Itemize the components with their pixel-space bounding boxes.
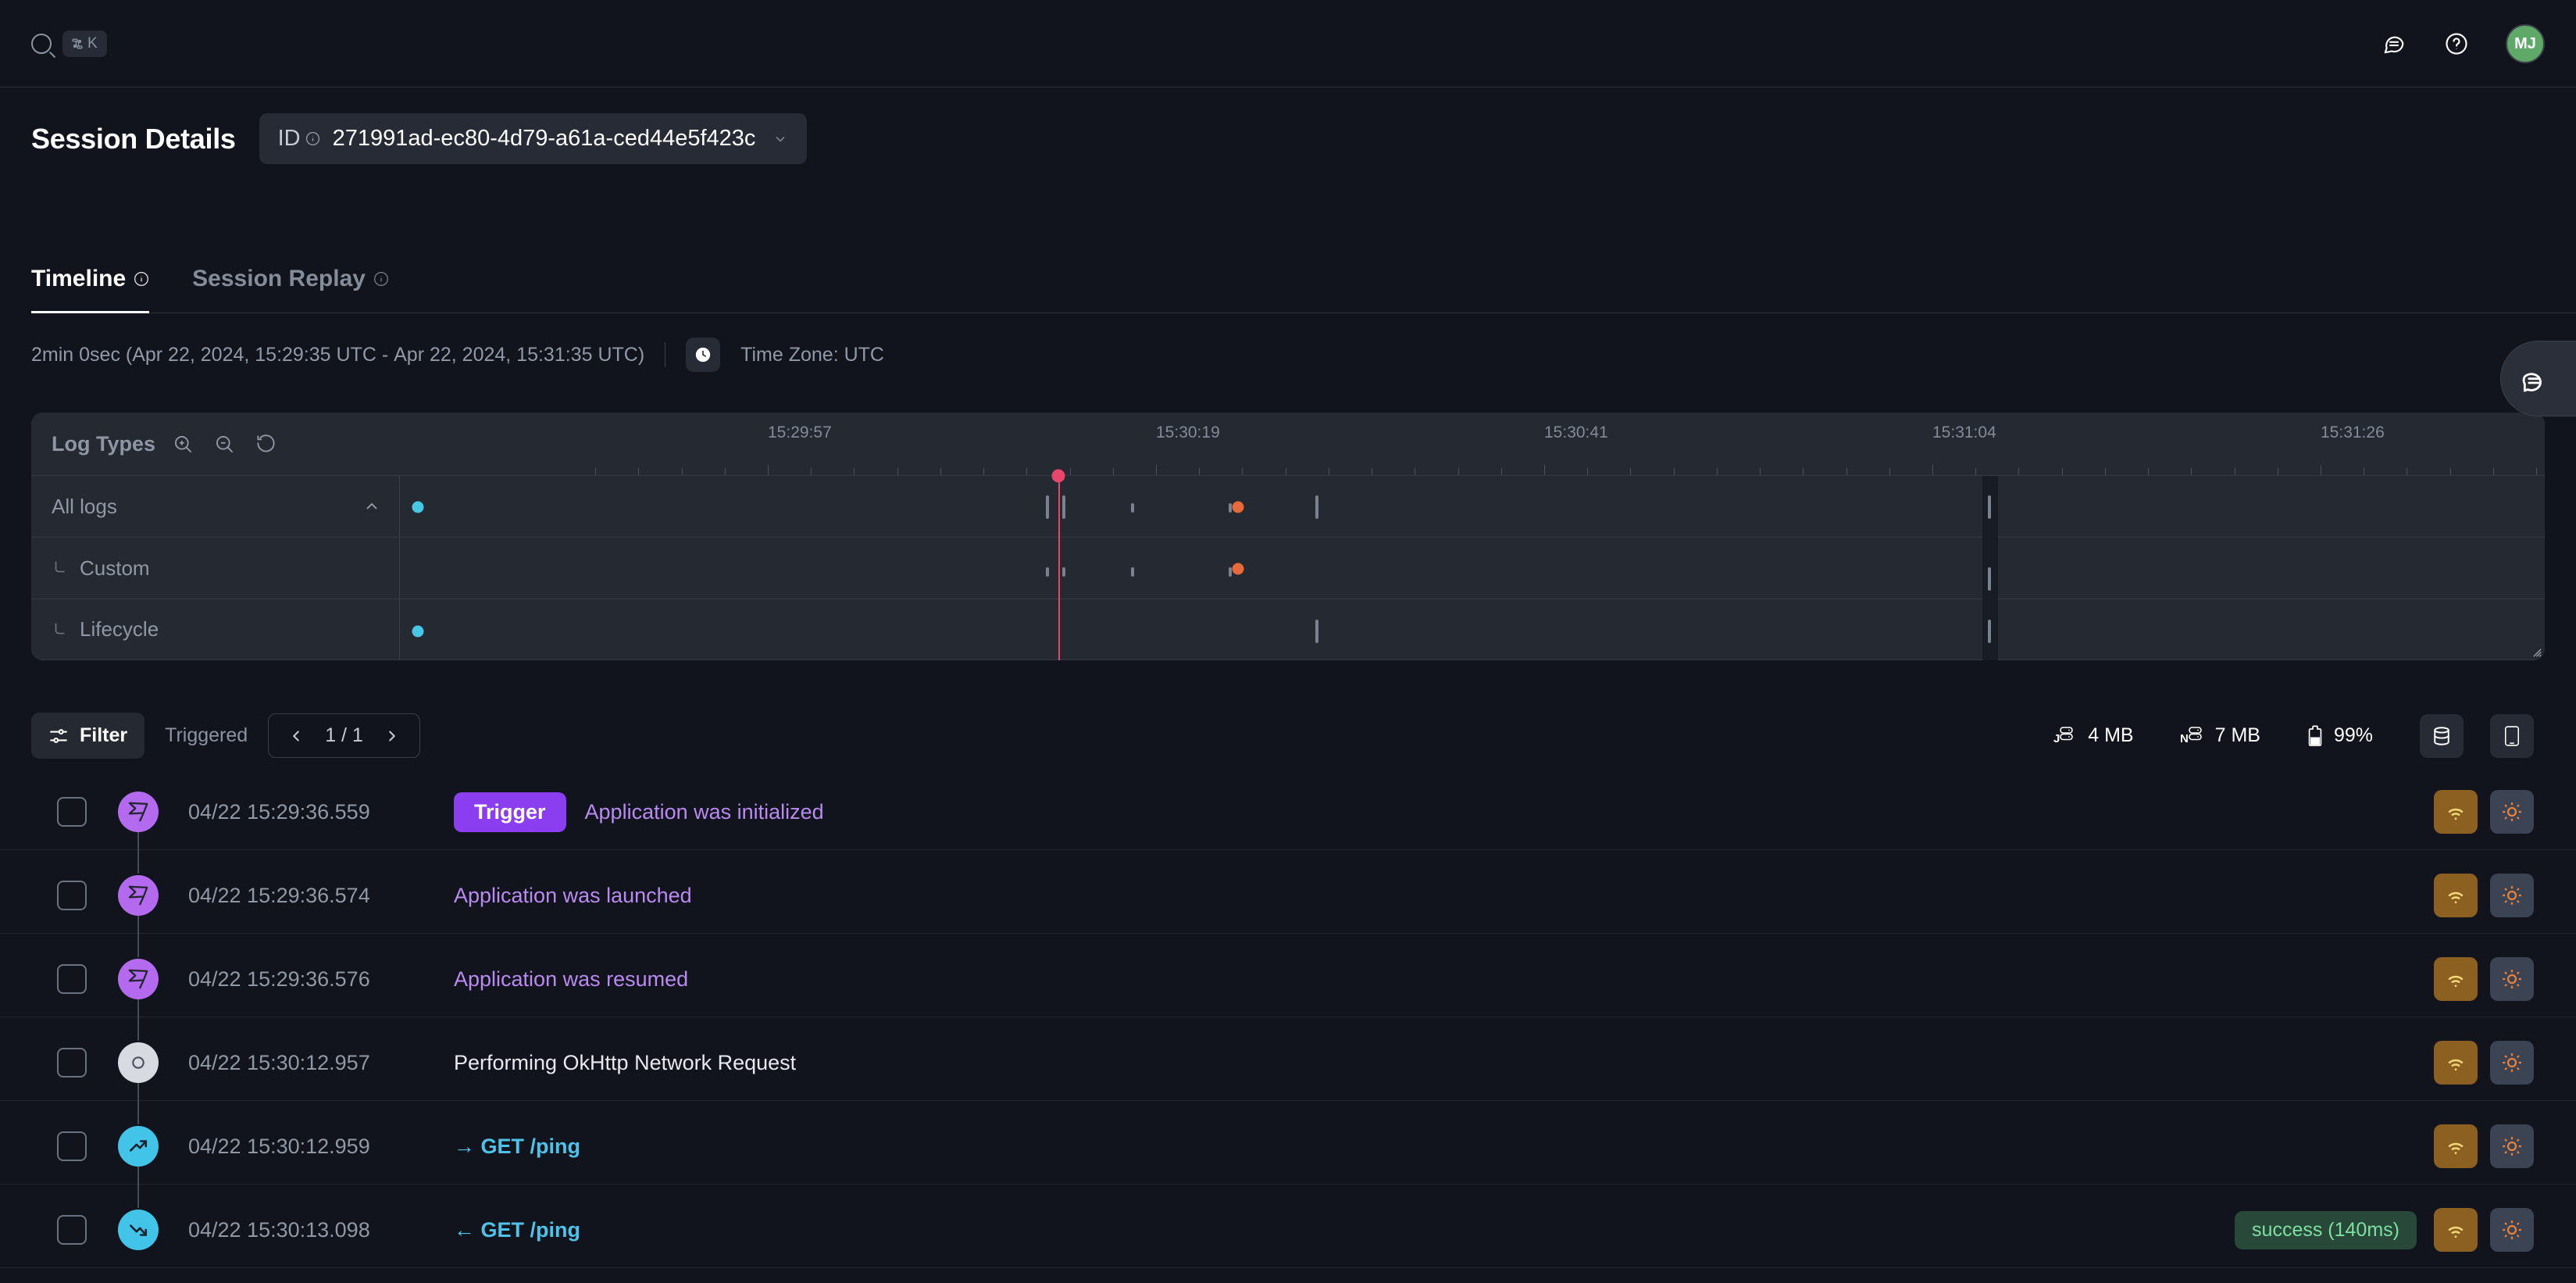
svg-text:N: N xyxy=(2181,732,2189,745)
svg-text:J: J xyxy=(2053,732,2060,745)
